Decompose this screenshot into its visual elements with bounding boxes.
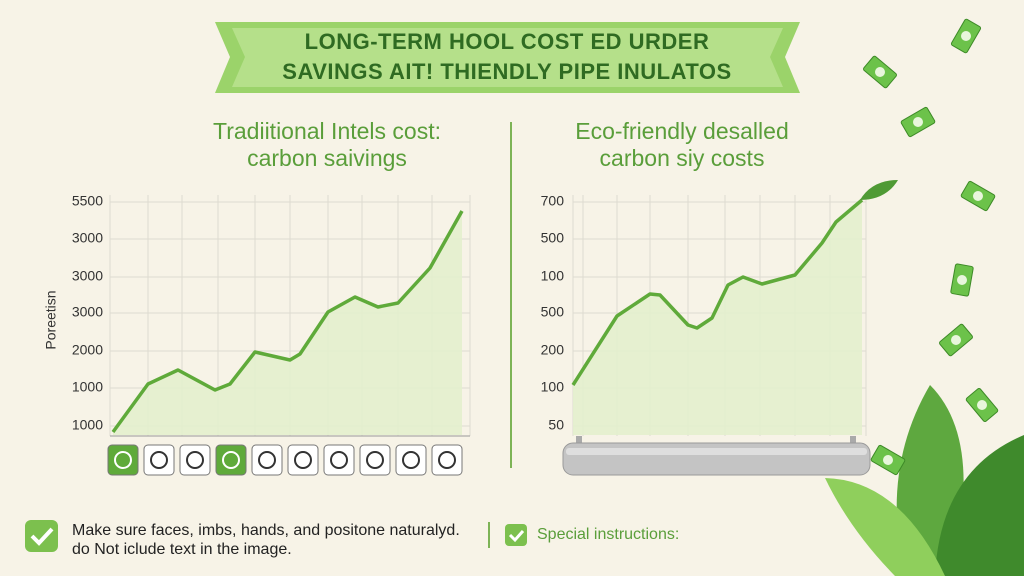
special-instructions: Special instructions: <box>537 526 679 543</box>
icon-glyph <box>222 451 240 469</box>
y-tick-label: 1000 <box>72 417 103 433</box>
y-tick-label: 50 <box>548 417 564 433</box>
bill-seal <box>977 400 987 410</box>
trend-line <box>111 210 464 434</box>
icon-box <box>323 444 355 476</box>
icon-box <box>431 444 463 476</box>
note-line: do Not iclude text in the image. <box>72 541 292 558</box>
y-tick-label: 500 <box>541 304 565 320</box>
pipe-support <box>850 436 856 444</box>
leaf <box>935 435 1024 576</box>
icon-box <box>395 444 427 476</box>
pipe-highlight <box>566 448 867 455</box>
y-tick-label: 1000 <box>72 379 103 395</box>
y-tick-label: 100 <box>541 268 565 284</box>
icon-box <box>359 444 391 476</box>
panel-title: Eco-friendly desalled <box>575 118 789 144</box>
icon-glyph <box>330 451 348 469</box>
y-tick-label: 3000 <box>72 268 103 284</box>
y-tick-label: 200 <box>541 342 565 358</box>
banner-inner <box>232 28 783 87</box>
panel-title: carbon saivings <box>247 145 407 171</box>
icon-glyph <box>150 451 168 469</box>
note-line: Make sure faces, imbs, hands, and posito… <box>72 522 460 539</box>
icon-glyph <box>114 451 132 469</box>
leaf <box>860 180 898 200</box>
y-tick-label: 700 <box>541 193 565 209</box>
icon-box <box>287 444 319 476</box>
y-tick-label: 3000 <box>72 230 103 246</box>
icon-glyph <box>294 451 312 469</box>
check <box>508 530 525 543</box>
bill-seal <box>973 191 983 201</box>
pipe-support <box>576 436 582 444</box>
icon-glyph <box>186 451 204 469</box>
panel-title: carbon siy costs <box>600 145 765 171</box>
leaf <box>825 478 945 576</box>
icon-box <box>143 444 175 476</box>
icon-box <box>251 444 283 476</box>
y-tick-label: 2000 <box>72 342 103 358</box>
area <box>573 200 862 435</box>
icon-row <box>107 444 463 476</box>
bill-seal <box>883 455 893 465</box>
panel-title: Tradiitional Intels cost: <box>213 118 441 144</box>
icon-box <box>215 444 247 476</box>
bill-seal <box>957 275 967 285</box>
trend-line <box>571 198 864 386</box>
banner-line: LONG-TERM HOOL COST ED URDER <box>305 29 710 54</box>
icon-glyph <box>402 451 420 469</box>
check <box>30 527 54 546</box>
banner-line: SAVINGS AIT! THIENDLY PIPE INULATOS <box>282 59 731 84</box>
area <box>113 211 462 435</box>
bill-seal <box>951 335 961 345</box>
icon-box <box>107 444 139 476</box>
y-tick-label: 500 <box>541 230 565 246</box>
bill-seal <box>913 117 923 127</box>
icon-glyph <box>366 451 384 469</box>
icon-glyph <box>258 451 276 469</box>
y-tick-label: 3000 <box>72 304 103 320</box>
checkbox <box>25 520 58 552</box>
pipe <box>562 442 871 476</box>
icon-glyph <box>438 451 456 469</box>
icon-box <box>179 444 211 476</box>
bill-seal <box>961 31 971 41</box>
y-tick-label: 100 <box>541 379 565 395</box>
checkbox <box>505 524 527 546</box>
y-axis-label: Poreetisn <box>43 290 59 349</box>
y-tick-label: 5500 <box>72 193 103 209</box>
money-decoration <box>863 18 999 476</box>
bill-seal <box>875 67 885 77</box>
